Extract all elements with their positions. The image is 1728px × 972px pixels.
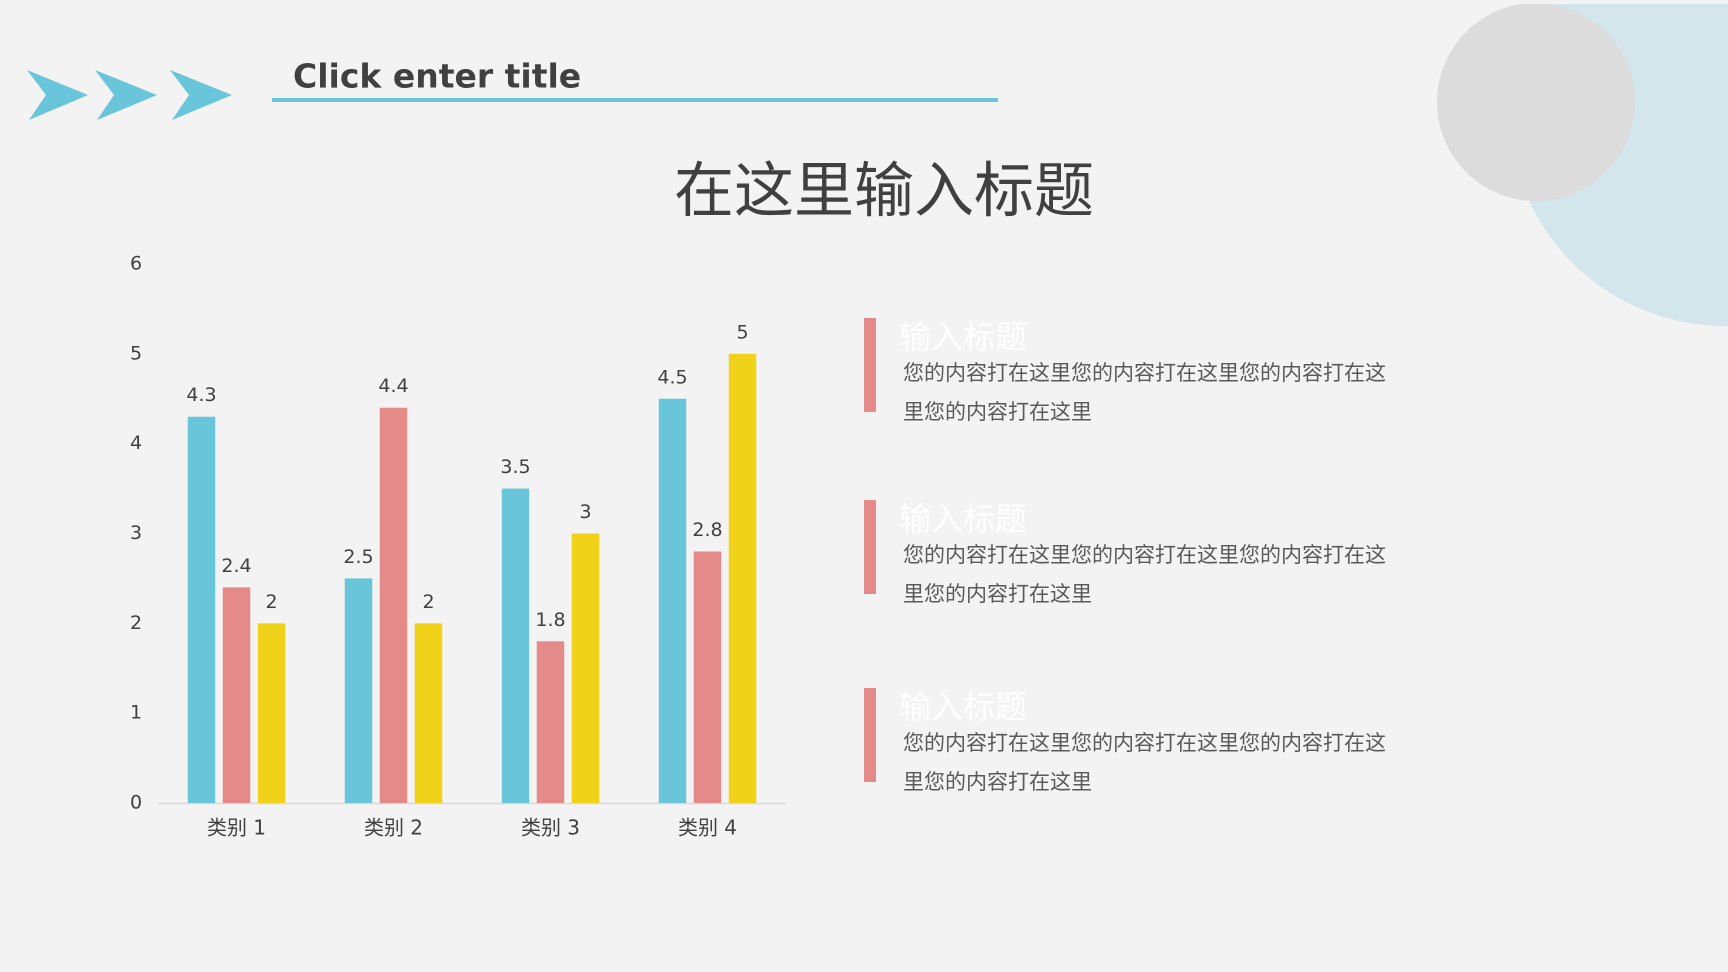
data-label: 4.5 (657, 366, 687, 388)
bar (658, 398, 687, 803)
header-title: Click enter title (293, 57, 581, 96)
bar (501, 488, 530, 803)
bar (536, 641, 565, 803)
y-tick-label: 1 (130, 702, 142, 724)
item-title: 输入标题 (899, 688, 1028, 726)
text-item: 输入标题您的内容打在这里您的内容打在这里您的内容打在这里您的内容打在这里 (864, 318, 1424, 428)
bar (379, 407, 408, 803)
y-tick-label: 0 (130, 792, 142, 814)
x-tick-label: 类别 1 (207, 816, 266, 840)
item-body: 您的内容打在这里您的内容打在这里您的内容打在这里您的内容打在这里 (903, 361, 1386, 424)
data-label: 2.8 (692, 519, 722, 541)
arrow (27, 70, 88, 120)
bar (414, 623, 443, 803)
y-tick-label: 6 (130, 253, 142, 275)
x-tick-label: 类别 3 (521, 816, 580, 840)
item-title: 输入标题 (899, 318, 1028, 356)
text-item: 输入标题您的内容打在这里您的内容打在这里您的内容打在这里您的内容打在这里 (864, 500, 1424, 610)
item-body: 您的内容打在这里您的内容打在这里您的内容打在这里您的内容打在这里 (903, 731, 1386, 794)
data-label: 4.4 (378, 375, 408, 397)
decor-circle (1437, 4, 1635, 201)
bar (344, 578, 373, 803)
item-body: 您的内容打在这里您的内容打在这里您的内容打在这里您的内容打在这里 (903, 543, 1386, 606)
bar (693, 551, 722, 803)
data-label: 2.5 (343, 546, 373, 568)
bar (187, 416, 216, 803)
arrow (170, 70, 232, 120)
x-tick-label: 类别 2 (364, 816, 423, 840)
bar (222, 587, 251, 803)
data-label: 5 (736, 321, 748, 343)
y-tick-label: 4 (130, 432, 142, 454)
data-label: 3 (579, 501, 591, 523)
arrow (95, 70, 157, 120)
data-label: 2.4 (221, 555, 251, 577)
data-label: 1.8 (535, 609, 565, 631)
data-label: 3.5 (500, 456, 530, 478)
bar (571, 533, 600, 803)
accent-bar (864, 500, 876, 594)
data-label: 2 (422, 591, 434, 613)
y-tick-label: 5 (130, 342, 142, 364)
item-title: 输入标题 (899, 500, 1028, 538)
y-tick-label: 2 (130, 612, 142, 634)
data-label: 4.3 (186, 384, 216, 406)
bar (728, 353, 757, 803)
bar (257, 623, 286, 803)
data-label: 2 (265, 591, 277, 613)
text-item: 输入标题您的内容打在这里您的内容打在这里您的内容打在这里您的内容打在这里 (864, 688, 1424, 798)
y-tick-label: 3 (130, 522, 142, 544)
accent-bar (864, 688, 876, 782)
x-tick-label: 类别 4 (678, 816, 737, 840)
chart-title: 在这里输入标题 (674, 157, 1094, 227)
accent-bar (864, 318, 876, 412)
